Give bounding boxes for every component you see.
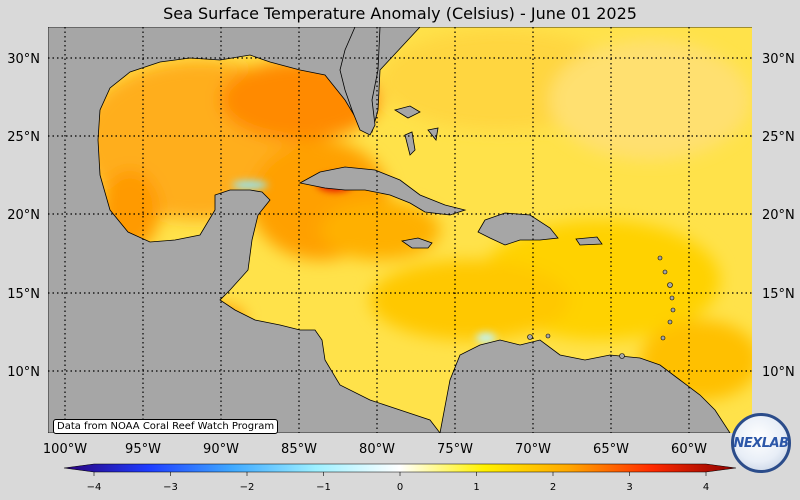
lon-label: 75°W [437, 442, 473, 457]
colorbar-tick-label: −1 [316, 482, 331, 493]
land [48, 27, 752, 433]
lon-label: 70°W [515, 442, 551, 457]
lesser-antilles [527, 255, 676, 359]
lat-label: 20°N [762, 208, 795, 223]
nexlab-logo: NEXLAB [731, 413, 791, 473]
colorbar: −4 −3 −2 −1 0 1 2 3 4 [63, 463, 737, 493]
lat-label: 15°N [7, 287, 40, 302]
map-title: Sea Surface Temperature Anomaly (Celsius… [163, 4, 637, 23]
lat-label: 30°N [7, 52, 40, 67]
colorbar-tick-label: 0 [397, 482, 403, 493]
lon-labels: 100°W 95°W 90°W 85°W 80°W 75°W 70°W 65°W… [43, 442, 707, 457]
lat-labels-left: 30°N 25°N 20°N 15°N 10°N [7, 52, 40, 380]
lon-label: 80°W [359, 442, 395, 457]
graticule [48, 27, 752, 433]
lat-label: 30°N [762, 52, 795, 67]
lon-label: 95°W [125, 442, 161, 457]
lon-label: 60°W [671, 442, 707, 457]
lat-label: 15°N [762, 287, 795, 302]
logo-text: NEXLAB [733, 435, 789, 451]
colorbar-bar [63, 463, 737, 473]
colorbar-tick-label: 2 [550, 482, 556, 493]
lat-label: 20°N [7, 208, 40, 223]
lon-label: 90°W [203, 442, 239, 457]
colorbar-tick-label: 3 [626, 482, 632, 493]
lon-label: 65°W [593, 442, 629, 457]
colorbar-ticks [93, 472, 707, 476]
colorbar-tick-label: −3 [163, 482, 178, 493]
lat-label: 10°N [7, 365, 40, 380]
lat-label: 25°N [7, 130, 40, 145]
data-credit: Data from NOAA Coral Reef Watch Program [53, 419, 279, 434]
lon-label: 85°W [281, 442, 317, 457]
lon-label: 100°W [43, 442, 87, 457]
lat-labels-right: 30°N 25°N 20°N 15°N 10°N [762, 52, 795, 380]
colorbar-tick-label: −2 [240, 482, 255, 493]
lat-label: 25°N [762, 130, 795, 145]
colorbar-tick-label: 1 [473, 482, 479, 493]
lat-label: 10°N [762, 365, 795, 380]
colorbar-tick-label: 4 [703, 482, 709, 493]
colorbar-tick-label: −4 [87, 482, 102, 493]
